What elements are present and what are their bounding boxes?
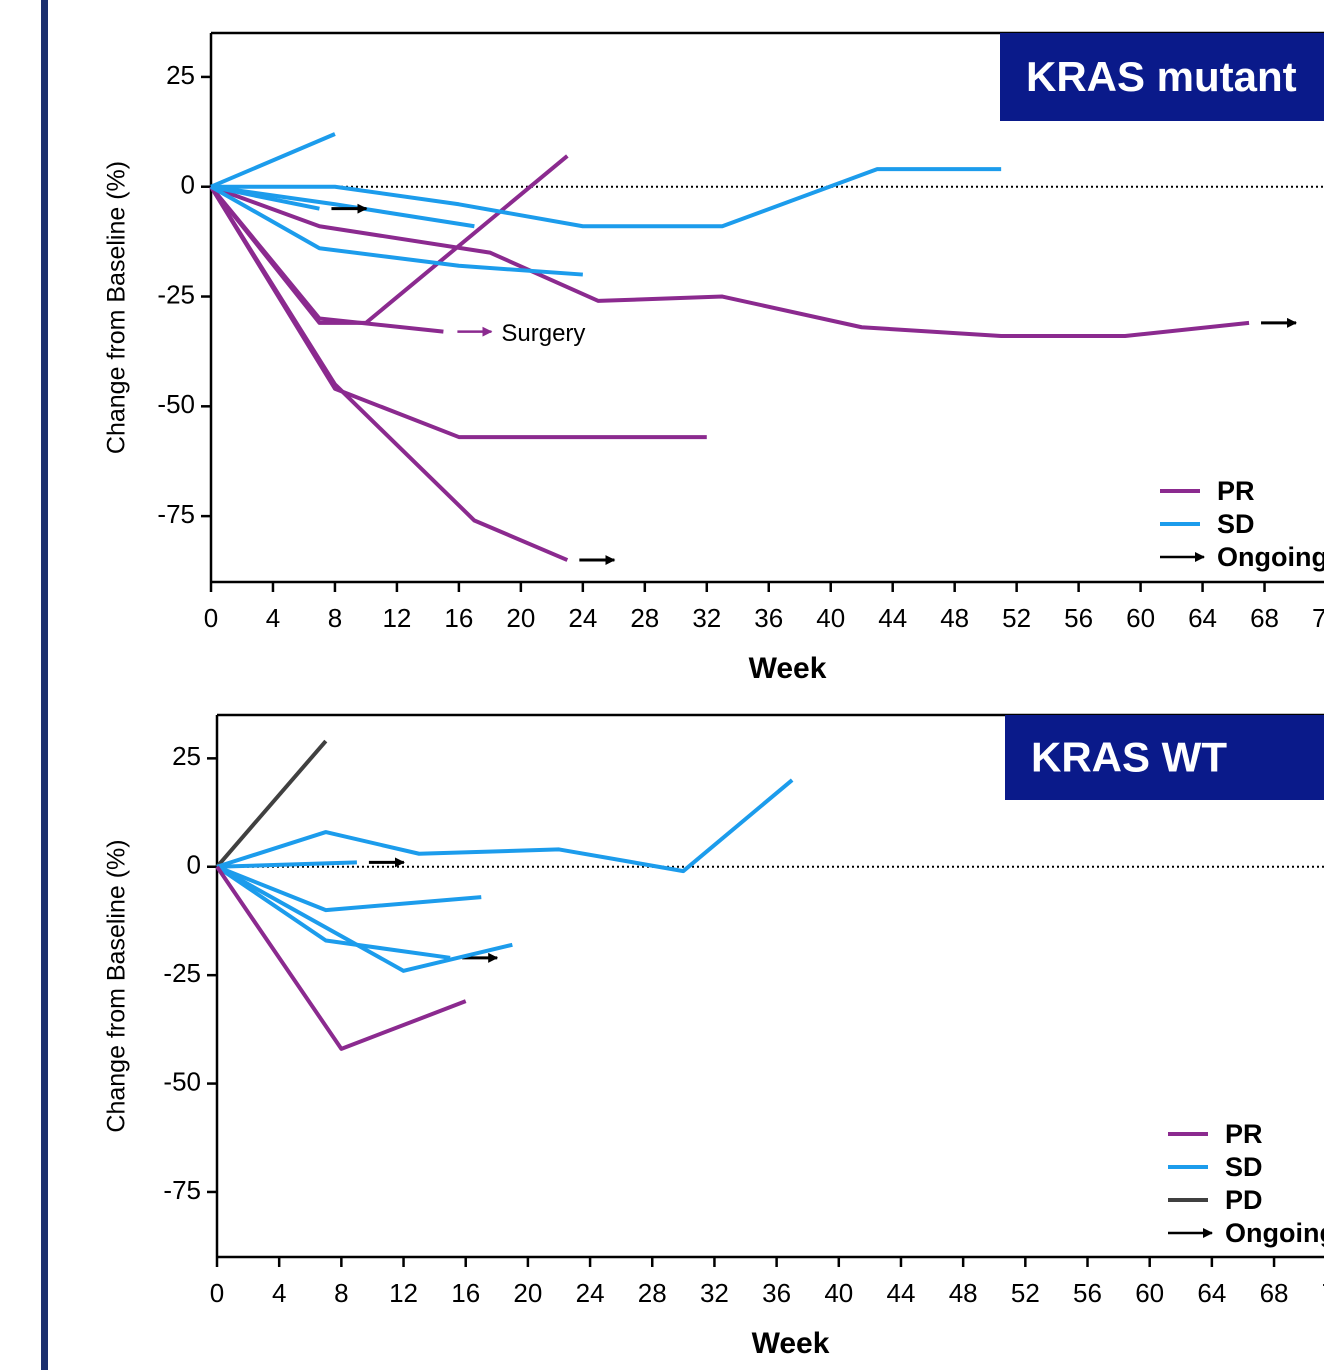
legend-label: PR xyxy=(1217,476,1255,506)
x-tick-label: 40 xyxy=(816,603,845,633)
x-tick-label: 44 xyxy=(887,1278,916,1308)
series-line xyxy=(210,184,320,211)
y-tick-label: 25 xyxy=(166,60,195,90)
y-tick-label: -75 xyxy=(163,1175,201,1205)
series-line xyxy=(216,860,357,869)
x-tick-label: 24 xyxy=(568,603,597,633)
legend-label: SD xyxy=(1217,509,1255,539)
y-tick-label: 0 xyxy=(181,170,195,200)
y-axis-label: Change from Baseline (%) xyxy=(103,161,131,454)
x-tick-label: 40 xyxy=(824,1278,853,1308)
x-tick-label: 32 xyxy=(692,603,721,633)
x-tick-label: 72 xyxy=(1312,603,1324,633)
series-line xyxy=(209,185,444,334)
x-tick-label: 8 xyxy=(328,603,342,633)
x-tick-label: 48 xyxy=(949,1278,978,1308)
x-tick-label: 68 xyxy=(1250,603,1279,633)
legend-label: Ongoing xyxy=(1217,542,1324,572)
x-axis-label: Week xyxy=(749,652,827,685)
x-tick-label: 4 xyxy=(266,603,280,633)
x-tick-label: 0 xyxy=(210,1278,224,1308)
legend-label: SD xyxy=(1225,1152,1263,1182)
x-tick-label: 32 xyxy=(700,1278,729,1308)
x-tick-label: 60 xyxy=(1135,1278,1164,1308)
x-tick-label: 64 xyxy=(1197,1278,1226,1308)
x-tick-label: 4 xyxy=(272,1278,286,1308)
chart-title: KRAS WT xyxy=(1031,734,1227,781)
x-tick-label: 52 xyxy=(1011,1278,1040,1308)
x-tick-label: 68 xyxy=(1260,1278,1289,1308)
legend-label: Ongoing xyxy=(1225,1218,1324,1248)
y-tick-label: -75 xyxy=(157,499,195,529)
legend-label: PR xyxy=(1225,1119,1263,1149)
x-tick-label: 56 xyxy=(1064,603,1093,633)
series-line xyxy=(216,864,482,913)
series-line xyxy=(210,132,336,189)
series-line xyxy=(209,185,569,562)
x-tick-label: 48 xyxy=(940,603,969,633)
x-tick-label: 16 xyxy=(444,603,473,633)
x-tick-label: 28 xyxy=(630,603,659,633)
title-box xyxy=(1000,33,1324,121)
x-tick-label: 12 xyxy=(382,603,411,633)
x-axis-label: Week xyxy=(752,1327,830,1360)
x-tick-label: 24 xyxy=(576,1278,605,1308)
series-line xyxy=(216,778,794,874)
chart-title: KRAS mutant xyxy=(1026,53,1297,100)
title-box xyxy=(1005,715,1324,800)
series-line xyxy=(209,154,569,325)
x-tick-label: 0 xyxy=(204,603,218,633)
series-line xyxy=(216,865,513,973)
side-bar xyxy=(41,0,48,1370)
legend-label: PD xyxy=(1225,1185,1263,1215)
x-tick-label: 20 xyxy=(506,603,535,633)
series-line xyxy=(215,865,467,1051)
x-tick-label: 60 xyxy=(1126,603,1155,633)
y-axis-label: Change from Baseline (%) xyxy=(103,839,131,1132)
x-tick-label: 20 xyxy=(513,1278,542,1308)
x-tick-label: 72 xyxy=(1322,1278,1324,1308)
series-line xyxy=(210,184,583,277)
series-line xyxy=(215,865,451,960)
y-tick-label: 25 xyxy=(172,741,201,771)
y-tick-label: 0 xyxy=(187,850,201,880)
x-tick-label: 56 xyxy=(1073,1278,1102,1308)
y-tick-label: -25 xyxy=(157,279,195,309)
x-tick-label: 12 xyxy=(389,1278,418,1308)
x-tick-label: 44 xyxy=(878,603,907,633)
x-tick-label: 28 xyxy=(638,1278,667,1308)
series-line xyxy=(215,739,328,869)
y-tick-label: -25 xyxy=(163,958,201,988)
x-tick-label: 52 xyxy=(1002,603,1031,633)
y-tick-label: -50 xyxy=(163,1066,201,1096)
annotation: Surgery xyxy=(501,320,585,347)
x-tick-label: 36 xyxy=(754,603,783,633)
y-tick-label: -50 xyxy=(157,389,195,419)
x-tick-label: 8 xyxy=(334,1278,348,1308)
x-tick-label: 16 xyxy=(451,1278,480,1308)
series-line xyxy=(211,167,1002,229)
x-tick-label: 64 xyxy=(1188,603,1217,633)
series-line xyxy=(210,184,475,229)
x-tick-label: 36 xyxy=(762,1278,791,1308)
series-line xyxy=(210,184,1250,339)
